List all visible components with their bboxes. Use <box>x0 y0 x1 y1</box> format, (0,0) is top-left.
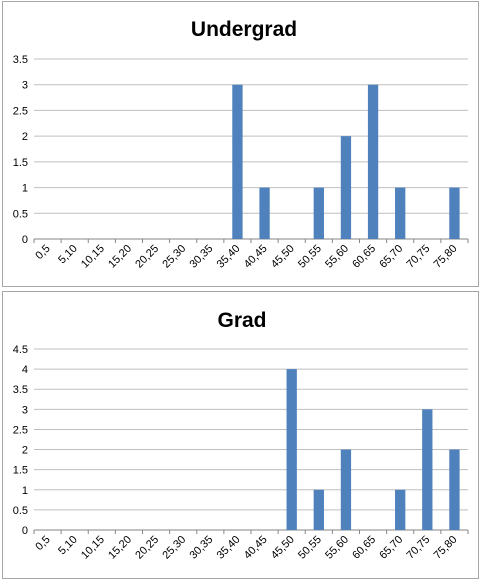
grad-chart: Grad 0 0.5 1 1.5 2 2.5 3 3.5 4 4.5 0,5 5,10 10,15 15… <box>13 309 469 562</box>
bar <box>313 187 324 239</box>
undergrad-y-axis: 0 0.5 1 1.5 2 2.5 3 3.5 <box>13 54 28 246</box>
x-tick-label: 35,40 <box>215 243 243 271</box>
chart-title: Grad <box>217 309 266 332</box>
x-tick-label: 45,50 <box>269 534 297 562</box>
bar <box>259 187 270 239</box>
x-tick-label: 35,40 <box>215 534 243 562</box>
y-tick-label: 2 <box>22 445 28 457</box>
x-tick-label: 0,5 <box>33 243 52 262</box>
y-tick-label: 3.5 <box>13 54 28 66</box>
x-tick-label: 70,75 <box>404 243 432 271</box>
y-tick-label: 2.5 <box>13 105 28 117</box>
x-tick-label: 50,55 <box>296 534 324 562</box>
x-tick-label: 30,35 <box>187 243 215 271</box>
x-tick-label: 65,70 <box>377 243 405 271</box>
x-tick-label: 60,65 <box>350 243 378 271</box>
grad-y-axis: 0 0.5 1 1.5 2 2.5 3 3.5 4 4.5 <box>13 344 28 537</box>
y-tick-label: 1 <box>22 183 28 195</box>
grad-x-axis: 0,5 5,10 10,15 15,20 20,25 25,30 30,35 35,40 40,… <box>33 530 469 562</box>
bar <box>449 449 460 530</box>
x-tick-label: 15,20 <box>106 534 134 562</box>
bar <box>340 136 352 239</box>
bar <box>286 369 297 530</box>
x-tick-label: 20,25 <box>133 243 161 271</box>
x-tick-label: 10,15 <box>79 534 107 562</box>
x-tick-label: 45,50 <box>269 243 297 271</box>
bar <box>449 187 460 239</box>
y-tick-label: 4 <box>22 364 28 376</box>
x-tick-label: 0,5 <box>33 534 52 553</box>
x-tick-label: 65,70 <box>377 534 405 562</box>
y-tick-label: 4.5 <box>13 344 28 356</box>
bar <box>395 489 406 530</box>
y-tick-label: 0 <box>22 525 28 537</box>
y-tick-label: 0.5 <box>13 505 28 517</box>
y-tick-label: 0 <box>22 234 28 246</box>
x-tick-label: 10,15 <box>79 243 107 271</box>
x-tick-label: 75,80 <box>432 243 460 271</box>
y-tick-label: 1.5 <box>13 157 28 169</box>
x-tick-label: 40,45 <box>242 243 270 271</box>
x-tick-label: 70,75 <box>404 534 432 562</box>
x-tick-label: 20,25 <box>133 534 161 562</box>
y-tick-label: 2.5 <box>13 424 28 436</box>
undergrad-x-axis: 0,5 5,10 10,15 15,20 20,25 25,30 30,35 35,40 40,… <box>33 239 469 271</box>
x-tick-label: 75,80 <box>432 534 460 562</box>
x-tick-label: 30,35 <box>187 534 215 562</box>
bar <box>395 187 406 239</box>
bar <box>367 84 379 239</box>
bar <box>313 489 324 530</box>
grad-bars <box>286 369 460 530</box>
grad-chart-panel: Grad 0 0.5 1 1.5 2 2.5 3 3.5 4 4.5 0,5 5,10 10,15 15… <box>2 291 479 579</box>
y-tick-label: 2 <box>22 131 28 143</box>
bar <box>232 84 243 239</box>
bar <box>422 409 433 530</box>
x-tick-label: 5,10 <box>56 243 80 267</box>
undergrad-bars <box>232 84 460 239</box>
x-tick-label: 5,10 <box>56 534 80 558</box>
x-tick-label: 40,45 <box>242 534 270 562</box>
x-tick-label: 25,30 <box>160 534 188 562</box>
y-tick-label: 0.5 <box>13 208 28 220</box>
y-tick-label: 1 <box>22 485 28 497</box>
undergrad-chart: Undergrad 0 0.5 1 1.5 2 2.5 3 3.5 0,5 5,10 10,15 1… <box>13 18 469 271</box>
x-tick-label: 15,20 <box>106 243 134 271</box>
y-tick-label: 3 <box>22 80 28 92</box>
chart-title: Undergrad <box>191 18 297 41</box>
y-tick-label: 3 <box>22 404 28 416</box>
x-tick-label: 60,65 <box>350 534 378 562</box>
x-tick-label: 25,30 <box>160 243 188 271</box>
bar <box>340 449 352 530</box>
y-tick-label: 1.5 <box>13 465 28 477</box>
x-tick-label: 55,60 <box>323 243 351 271</box>
x-tick-label: 55,60 <box>323 534 351 562</box>
x-tick-label: 50,55 <box>296 243 324 271</box>
y-tick-label: 3.5 <box>13 384 28 396</box>
undergrad-chart-panel: Undergrad 0 0.5 1 1.5 2 2.5 3 3.5 0,5 5,10 10,15 1… <box>2 1 479 287</box>
